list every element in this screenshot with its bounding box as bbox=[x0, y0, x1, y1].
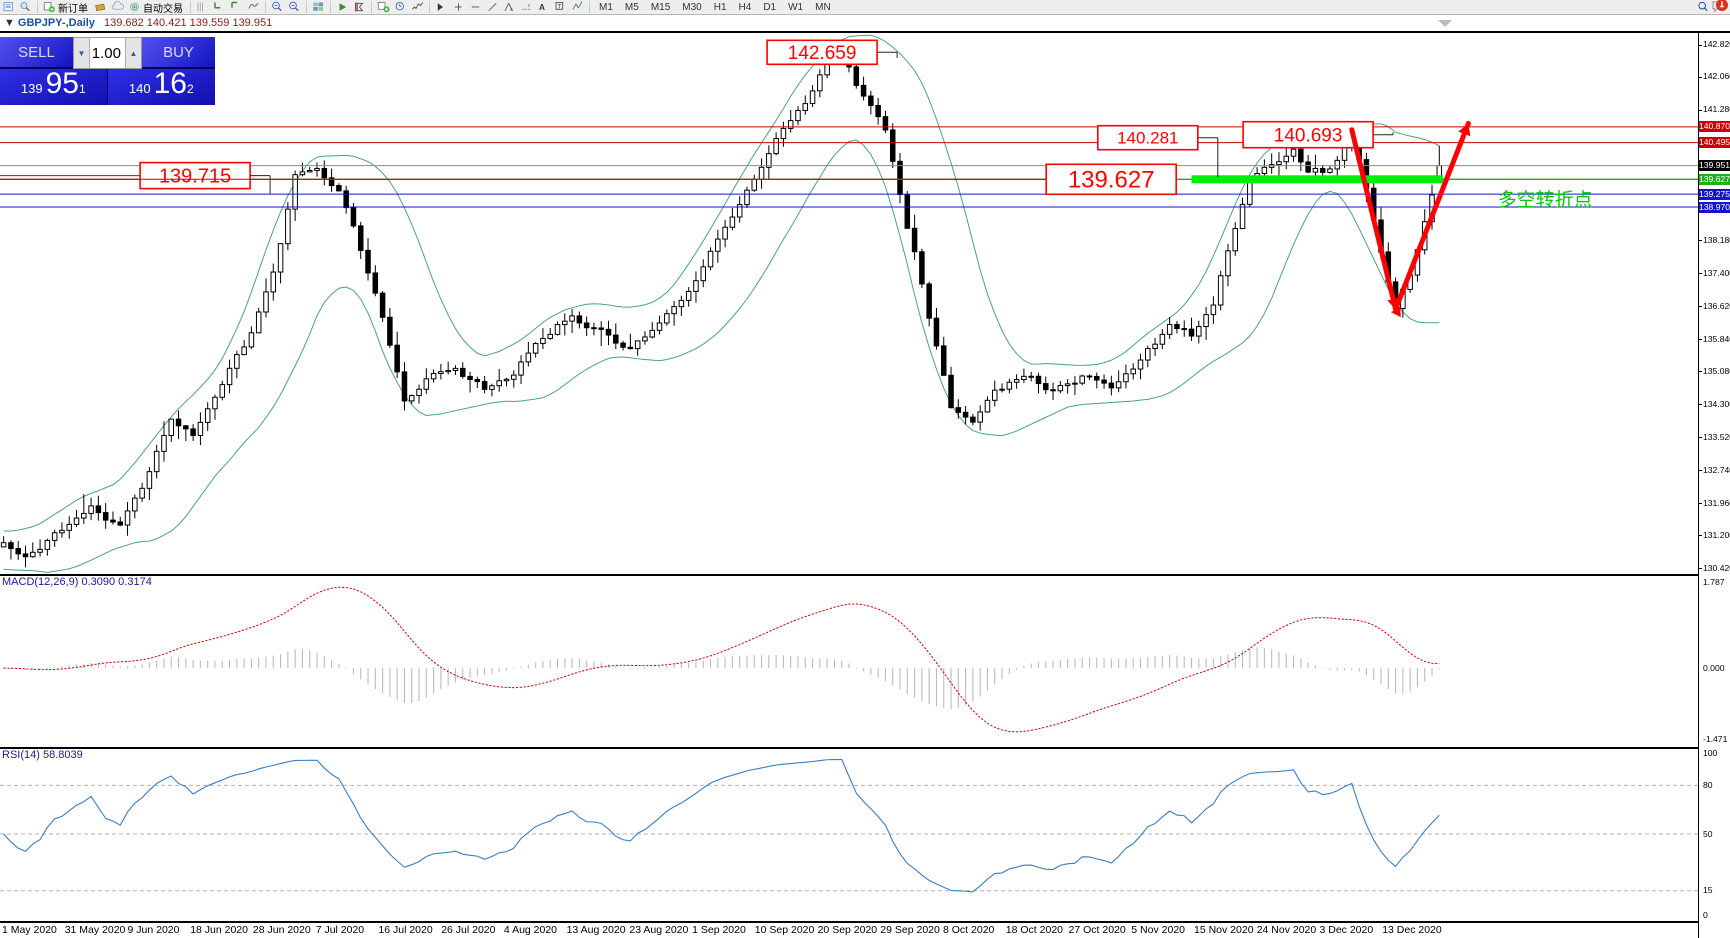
svg-text:140.693: 140.693 bbox=[1274, 125, 1343, 146]
svg-text:F: F bbox=[528, 4, 531, 8]
svg-text:E: E bbox=[510, 8, 513, 12]
svg-text:T: T bbox=[558, 5, 562, 11]
svg-text:多空转折点: 多空转折点 bbox=[1498, 189, 1593, 211]
svg-text:142.659: 142.659 bbox=[788, 43, 857, 64]
svg-text:139.715: 139.715 bbox=[159, 166, 231, 188]
svg-text:140.281: 140.281 bbox=[1117, 129, 1178, 148]
svg-text:A: A bbox=[539, 3, 545, 12]
svg-text:139.627: 139.627 bbox=[1068, 167, 1155, 194]
